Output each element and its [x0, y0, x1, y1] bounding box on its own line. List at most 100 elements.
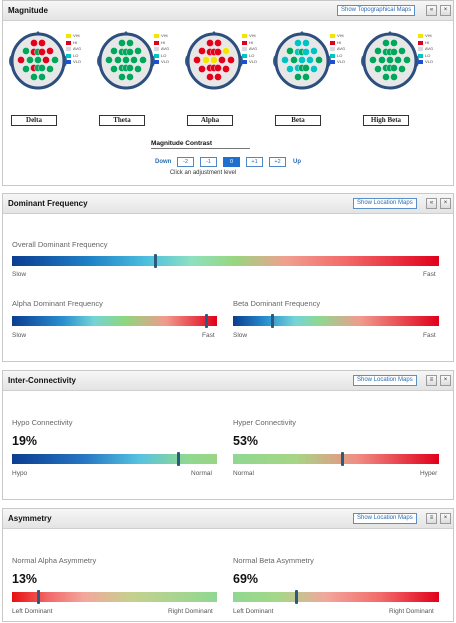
legend-label: VLO: [73, 59, 82, 64]
alpha-frequency-marker[interactable]: [205, 314, 209, 328]
alpha-asymmetry-bar: [12, 590, 217, 604]
hyper-connectivity-marker[interactable]: [340, 452, 344, 466]
hyper-connectivity-bar: [233, 452, 439, 466]
alpha-asymmetry-marker[interactable]: [37, 590, 41, 604]
electrode-dot: [134, 65, 142, 73]
legend-swatch: [154, 60, 159, 64]
close-icon[interactable]: ×: [440, 513, 451, 524]
electrode-dot: [222, 65, 230, 73]
contrast-level-0[interactable]: 0: [223, 157, 240, 167]
close-icon[interactable]: ×: [440, 198, 451, 209]
beta-asymmetry-bar: [233, 590, 439, 604]
electrode-dot: [294, 39, 302, 47]
head-icon: [97, 31, 155, 90]
beta-asymmetry-label: Normal Beta Asymmetry: [233, 556, 314, 565]
collapse-icon[interactable]: «: [426, 198, 437, 209]
expand-icon[interactable]: ≡: [426, 513, 437, 524]
legend-label: HI: [337, 39, 341, 45]
head-map-delta[interactable]: VHI HI AVG LO VLO Delta: [9, 31, 97, 126]
inter-connectivity-panel: Inter-Connectivity Show Location Maps ≡ …: [2, 370, 454, 500]
electrode-dot: [122, 56, 130, 64]
legend-label: AVG: [425, 46, 434, 51]
electrode-dot: [294, 73, 302, 81]
electrode-dot: [222, 47, 230, 55]
beta-asymmetry-value: 69%: [233, 572, 259, 586]
show-topographical-maps-button[interactable]: Show Topographical Maps: [337, 5, 416, 16]
legend-label: LO: [161, 52, 167, 58]
legend-label: AVG: [161, 46, 170, 51]
collapse-icon[interactable]: «: [426, 5, 437, 16]
contrast-level-minus-2[interactable]: -2: [177, 157, 194, 167]
head-map-theta[interactable]: VHI HI AVG LO VLO Theta: [97, 31, 185, 126]
legend-item: AVG: [330, 46, 345, 52]
band-label: Theta: [99, 115, 145, 126]
electrode-dot: [315, 56, 323, 64]
electrode-dot: [310, 65, 318, 73]
legend-item: AVG: [242, 46, 257, 52]
electrode-dot: [302, 64, 310, 72]
beta-slow-label: Slow: [233, 332, 248, 339]
alpha-slow-label: Slow: [12, 332, 27, 339]
show-location-maps-button[interactable]: Show Location Maps: [353, 198, 417, 209]
asymmetry-title: Asymmetry: [8, 514, 52, 523]
contrast-down-label: Down: [155, 159, 172, 165]
legend-label: LO: [337, 52, 343, 58]
magnitude-title: Magnitude: [8, 6, 48, 15]
inter-connectivity-title: Inter-Connectivity: [8, 376, 77, 385]
band-label: Beta: [275, 115, 321, 126]
legend-item: VHI: [330, 33, 345, 39]
electrode-dot: [118, 73, 126, 81]
beta-right-dominant-label: Right Dominant: [389, 608, 434, 615]
contrast-level-minus-1[interactable]: -1: [200, 157, 217, 167]
legend-swatch: [330, 47, 335, 51]
legend-label: HI: [73, 39, 77, 45]
legend-item: HI: [154, 40, 169, 46]
electrode-dot: [374, 65, 382, 73]
hypo-connectivity-marker[interactable]: [176, 452, 180, 466]
electrode-dot: [22, 65, 30, 73]
overall-dominant-frequency-label: Overall Dominant Frequency: [12, 240, 108, 249]
electrode-dot: [378, 56, 386, 64]
head-map-high-beta[interactable]: VHI HI AVG LO VLO High Beta: [361, 31, 449, 126]
contrast-level-plus-1[interactable]: +1: [246, 157, 263, 167]
legend-swatch: [66, 60, 71, 64]
contrast-level-plus-2[interactable]: +2: [269, 157, 286, 167]
electrode-dot: [210, 56, 218, 64]
electrode-dot: [134, 47, 142, 55]
beta-asymmetry-marker[interactable]: [295, 590, 299, 604]
electrode-dot: [51, 56, 59, 64]
magnitude-legend: VHI HI AVG LO VLO: [154, 33, 169, 66]
electrode-dot: [126, 48, 134, 56]
alpha-left-dominant-label: Left Dominant: [12, 608, 53, 615]
legend-item: VLO: [154, 59, 169, 65]
beta-frequency-marker[interactable]: [270, 314, 274, 328]
head-icon: [361, 31, 419, 90]
electrode-dot: [139, 56, 147, 64]
hypo-connectivity-label: Hypo Connectivity: [12, 418, 73, 427]
close-icon[interactable]: ×: [440, 375, 451, 386]
magnitude-legend: VHI HI AVG LO VLO: [418, 33, 433, 66]
legend-item: LO: [242, 53, 257, 59]
legend-swatch: [330, 40, 335, 45]
hypo-right-label: Normal: [191, 470, 212, 477]
head-icon: [273, 31, 331, 90]
electrode-dot: [38, 48, 46, 56]
head-map-beta[interactable]: VHI HI AVG LO VLO Beta: [273, 31, 361, 126]
expand-icon[interactable]: ≡: [426, 375, 437, 386]
head-map-alpha[interactable]: VHI HI AVG LO VLO Alpha: [185, 31, 273, 126]
legend-item: VLO: [330, 59, 345, 65]
legend-label: VHI: [161, 33, 168, 38]
overall-frequency-marker[interactable]: [153, 254, 157, 268]
electrode-dot: [386, 56, 394, 64]
electrode-dot: [382, 73, 390, 81]
show-location-maps-button[interactable]: Show Location Maps: [353, 513, 417, 524]
contrast-divider: [151, 148, 250, 149]
legend-swatch: [242, 47, 247, 51]
legend-swatch: [154, 47, 159, 51]
close-icon[interactable]: ×: [440, 5, 451, 16]
electrode-dot: [302, 48, 310, 56]
alpha-fast-label: Fast: [202, 332, 215, 339]
show-location-maps-button[interactable]: Show Location Maps: [353, 375, 417, 386]
electrode-dot: [34, 56, 42, 64]
electrode-dot: [46, 47, 54, 55]
